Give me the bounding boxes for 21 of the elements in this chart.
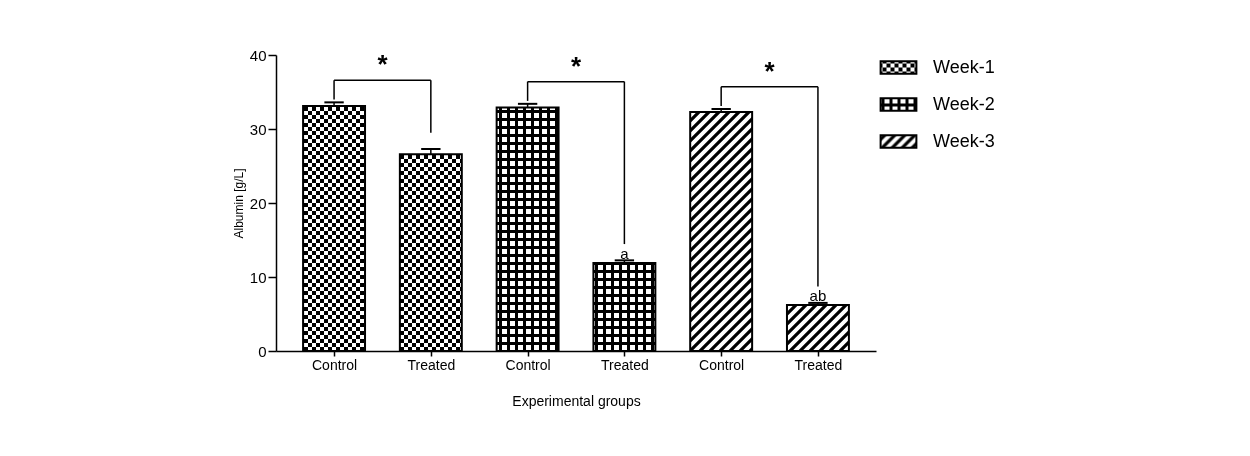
legend-label: Week-1 xyxy=(933,56,995,77)
annotation: * xyxy=(570,50,582,81)
y-axis-title: Albumin [g/L] xyxy=(231,168,246,239)
x-tick-label: Control xyxy=(699,356,745,373)
x-tick-label: Control xyxy=(505,356,551,373)
legend-label: Week-2 xyxy=(933,93,995,114)
annotation: a xyxy=(620,244,630,262)
x-tick-label: Control xyxy=(311,356,358,373)
annotation: * xyxy=(377,49,389,80)
y-tick-label: 20 xyxy=(249,194,267,212)
x-axis-title: Experimental groups xyxy=(512,392,641,409)
y-tick-label: 10 xyxy=(249,268,267,286)
legend-label: Week-3 xyxy=(933,130,995,151)
y-tick-label: 40 xyxy=(249,46,267,64)
x-tick-label: Treated xyxy=(794,356,843,373)
x-tick-label: Treated xyxy=(407,356,456,373)
annotation: ab xyxy=(809,286,827,304)
annotation: * xyxy=(764,55,776,86)
y-tick-label: 30 xyxy=(249,120,267,138)
y-tick-label: 0 xyxy=(258,342,267,360)
x-tick-label: Treated xyxy=(601,356,649,373)
